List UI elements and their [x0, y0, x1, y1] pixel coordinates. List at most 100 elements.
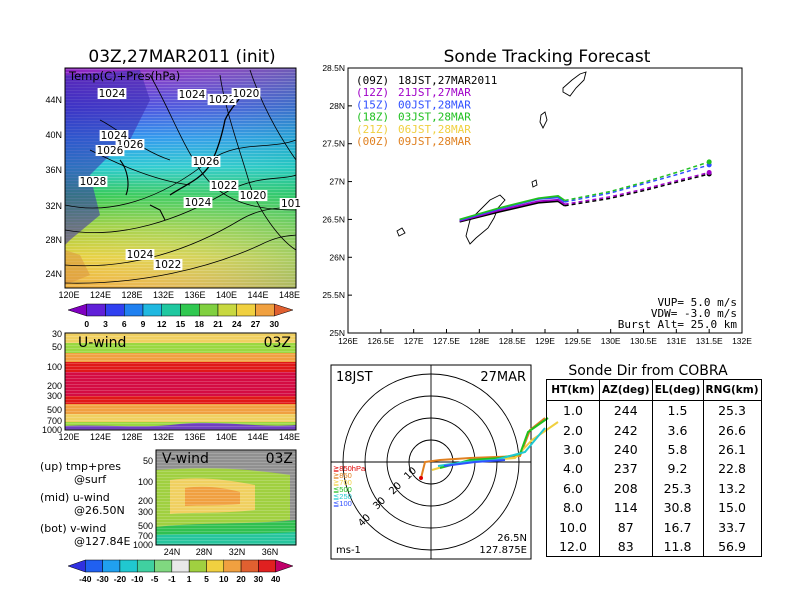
map-lon-tick: 128E — [121, 290, 142, 300]
vwind-p-tick: 50 — [143, 456, 153, 466]
colorbar-swatch — [199, 303, 219, 317]
direction-cell: 16.7 — [651, 517, 704, 537]
map-lat-tick: 40N — [45, 130, 62, 140]
wind-colorbar-tick: -10 — [131, 574, 144, 584]
pressure-label: 1020 — [233, 88, 260, 100]
direction-cell: 33.7 — [702, 517, 762, 537]
direction-cell: 9.2 — [651, 459, 704, 479]
uwind-p-tick: 700 — [47, 416, 62, 426]
uwind-lon-tick: 128E — [121, 432, 142, 442]
track-param: VUP= 5.0 m/s — [658, 296, 737, 309]
legend-jst: 09JST,28MAR — [398, 135, 471, 148]
wind-colorbar-swatch — [206, 559, 225, 573]
pressure-label-bg — [191, 156, 221, 167]
vwind-time: 03Z — [266, 451, 293, 467]
hodo-left-title: 18JST — [336, 370, 373, 385]
direction-table-header: HT(km) AZ(deg) EL(deg) RNG(km) — [546, 379, 762, 401]
colorbar-tick: 12 — [157, 319, 167, 329]
wind-colorbar-swatch — [171, 559, 190, 573]
pressure-label: 101 — [281, 198, 301, 210]
uwind-title: U-wind — [78, 335, 126, 351]
uwind-p-tick: 30 — [52, 329, 62, 339]
pressure-label: 1022 — [209, 94, 236, 106]
track-legend-entry: (00Z) 09JST,28MAR — [356, 135, 471, 148]
map-lon-tick: 132E — [153, 290, 174, 300]
note-bot-line2: @127.84E — [74, 535, 131, 548]
track-line-dashed-2 — [564, 164, 710, 203]
map-lat-tick: 28N — [45, 235, 62, 245]
hodo-level-label: ≦250 — [333, 492, 352, 501]
legend-utc: (18Z) — [356, 111, 389, 124]
track-lon-tick: 128.5E — [499, 336, 526, 346]
colorbar-tick: 30 — [270, 319, 280, 329]
colorbar-swatch — [67, 303, 87, 317]
direction-cell: 26.6 — [702, 420, 762, 440]
pressure-label: 1028 — [80, 176, 107, 188]
note-bot: (bot) v-wind @127.84E — [40, 522, 130, 548]
direction-cell: 4.0 — [546, 459, 600, 479]
colorbar-swatch — [255, 303, 275, 317]
pressure-label-bg — [99, 130, 129, 141]
direction-cell: 208 — [599, 478, 653, 498]
track-legend-entry: (09Z) 18JST,27MAR2011 — [356, 74, 497, 87]
pressure-label-bg — [115, 139, 145, 150]
direction-cell: 8.0 — [546, 497, 600, 518]
track-lat-tick: 25.5N — [322, 290, 345, 300]
wind-colorbar-tick: -30 — [96, 574, 109, 584]
direction-cell: 25.3 — [651, 478, 704, 498]
vwind-lat-tick: 32N — [229, 547, 246, 557]
vwind-p-tick: 300 — [138, 507, 153, 517]
pressure-label: 1026 — [193, 156, 220, 168]
direction-cell: 30.8 — [651, 497, 704, 518]
direction-row: 1.0 244 1.5 25.3 — [546, 400, 762, 421]
vwind-lat-tick: 24N — [164, 547, 181, 557]
pressure-label: 1026 — [97, 145, 124, 157]
wind-colorbar-tick: -5 — [151, 574, 159, 584]
track-lon-tick: 129.5E — [564, 336, 591, 346]
map-lon-tick: 148E — [279, 290, 300, 300]
wind-colorbar-tick: 5 — [204, 574, 209, 584]
legend-utc: (09Z) — [356, 74, 389, 87]
track-legend-entry: (18Z) 03JST,28MAR — [356, 111, 471, 124]
vwind-p-tick: 1000 — [133, 540, 153, 550]
direction-cell: 12.0 — [546, 536, 600, 558]
colorbar-tick: 27 — [251, 319, 261, 329]
direction-cell: 5.8 — [651, 439, 704, 460]
track-lat-tick: 26.5N — [322, 214, 345, 224]
wind-colorbar-swatch — [136, 559, 155, 573]
track-lat-tick: 27.5N — [322, 139, 345, 149]
pressure-label: 1024 — [127, 249, 154, 261]
track-lat-tick: 28.5N — [322, 63, 345, 73]
legend-jst: 03JST,28MAR — [398, 111, 471, 124]
pressure-label-bg — [78, 176, 108, 187]
map-lat-tick: 44N — [45, 95, 62, 105]
pressure-label-bg — [279, 198, 303, 209]
vwind-p-tick: 700 — [138, 531, 153, 541]
track-line-dashed-1 — [564, 171, 710, 206]
wind-colorbar-tick: 20 — [236, 574, 246, 584]
track-lat-tick: 26N — [329, 252, 345, 262]
wind-colorbar-tick: 30 — [254, 574, 264, 584]
colorbar-swatch — [236, 303, 256, 317]
uwind-lon-tick: 140E — [216, 432, 237, 442]
hodo-level-label: ≧700 — [333, 478, 352, 487]
wind-colorbar-tick: 1 — [187, 574, 192, 584]
uwind-time: 03Z — [264, 335, 291, 351]
wind-colorbar-swatch — [85, 559, 103, 573]
track-lat-tick: 25N — [329, 328, 345, 338]
pressure-label: 1022 — [155, 259, 182, 271]
note-up: (up) tmp+pres @surf — [40, 460, 121, 486]
map-lon-tick: 136E — [184, 290, 205, 300]
track-lat-tick: 27N — [329, 177, 345, 187]
track-lon-tick: 130E — [601, 336, 621, 346]
map-lon-tick: 144E — [247, 290, 268, 300]
pressure-label-bg — [209, 180, 239, 191]
uwind-p-tick: 1000 — [42, 425, 62, 435]
uwind-p-tick: 500 — [47, 405, 62, 415]
direction-cell: 1.0 — [546, 400, 600, 421]
track-endpoint-3 — [706, 159, 712, 165]
colorbar-tick: 24 — [232, 319, 242, 329]
direction-cell: 3.6 — [651, 420, 704, 440]
direction-cell: 56.9 — [702, 536, 762, 558]
